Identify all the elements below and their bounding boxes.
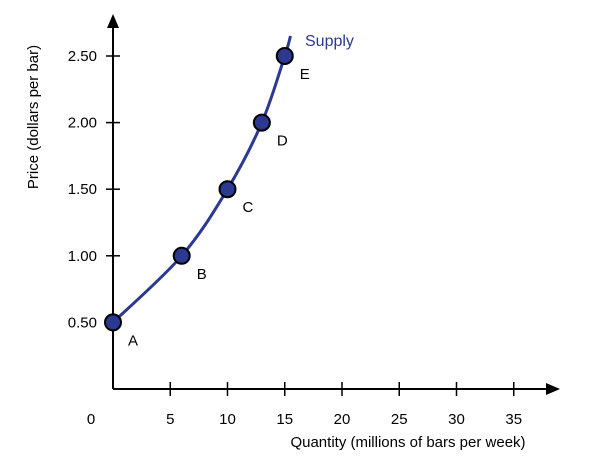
point-label-B: B — [197, 266, 207, 283]
x-tick-label-5: 5 — [166, 411, 174, 428]
x-tick-label-0: 0 — [87, 411, 95, 428]
x-tick-label-35: 35 — [505, 411, 522, 428]
point-label-C: C — [243, 199, 254, 216]
x-tick-label-30: 30 — [448, 411, 465, 428]
y-tick-label-2.00: 2.00 — [68, 115, 97, 132]
y-tick-label-0.50: 0.50 — [68, 314, 97, 331]
point-B — [172, 246, 191, 265]
x-tick-label-25: 25 — [391, 411, 408, 428]
series-label-supply: Supply — [305, 33, 354, 50]
x-axis-arrow — [546, 383, 560, 395]
x-axis-label: Quantity (millions of bars per week) — [290, 434, 525, 451]
x-tick-label-20: 20 — [334, 411, 351, 428]
y-tick-label-2.50: 2.50 — [68, 48, 97, 65]
y-axis-label: Price (dollars per bar) — [25, 45, 42, 189]
point-label-A: A — [128, 332, 138, 349]
x-tick-label-15: 15 — [276, 411, 293, 428]
point-label-D: D — [277, 133, 288, 150]
points-layer — [104, 47, 294, 332]
axes — [107, 14, 560, 395]
point-label-E: E — [300, 66, 310, 83]
y-axis-arrow — [107, 14, 119, 28]
labels-layer: A B C D E — [128, 66, 310, 349]
point-A — [104, 313, 122, 332]
ticks: 0 5 10 15 20 25 30 35 0.50 1.00 1.50 2.00 2.50 — [68, 48, 522, 428]
y-tick-label-1.00: 1.00 — [68, 248, 97, 265]
y-tick-label-1.50: 1.50 — [68, 181, 97, 198]
point-C — [218, 180, 237, 199]
point-E — [275, 47, 294, 65]
x-tick-label-10: 10 — [219, 411, 236, 428]
point-D — [252, 113, 271, 132]
